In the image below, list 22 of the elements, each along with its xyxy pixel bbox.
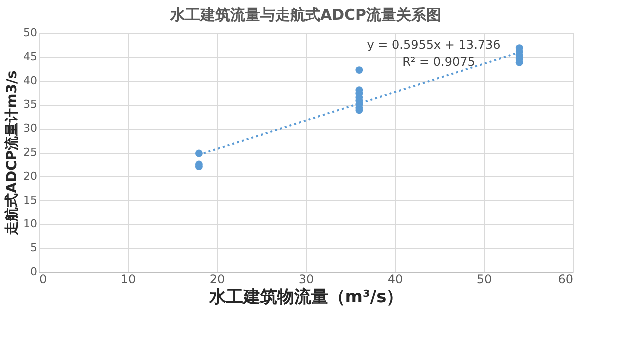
y-tick-label: 45 <box>24 50 38 64</box>
y-tick-label: 25 <box>24 146 38 159</box>
y-tick-label: 50 <box>24 26 38 40</box>
y-tick-label: 30 <box>24 122 38 136</box>
x-tick-label: 10 <box>120 272 136 286</box>
x-axis-title: 水工建筑物流量（m³/s） <box>208 288 404 308</box>
y-tick-label: 20 <box>24 170 38 183</box>
x-tick-label: 0 <box>40 272 48 286</box>
x-tick-label: 60 <box>558 272 574 286</box>
annotation: y = 0.5955x + 13.736 <box>367 38 501 52</box>
y-tick-label: 10 <box>24 218 38 231</box>
y-tick-label: 15 <box>24 194 38 207</box>
x-tick-label: 50 <box>476 272 492 286</box>
chart-title: 水工建筑流量与走航式ADCP流量关系图 <box>169 6 442 24</box>
y-tick-label: 5 <box>30 242 38 255</box>
x-tick-label: 30 <box>298 272 314 286</box>
x-tick-label: 40 <box>388 272 404 286</box>
x-tick-label: 20 <box>210 272 226 286</box>
y-axis-title: 走航式ADCP流量计m3/s <box>4 70 21 236</box>
annotation: R² = 0.9075 <box>402 55 476 69</box>
y-tick-label: 35 <box>24 98 38 112</box>
y-tick-label: 40 <box>24 74 38 88</box>
